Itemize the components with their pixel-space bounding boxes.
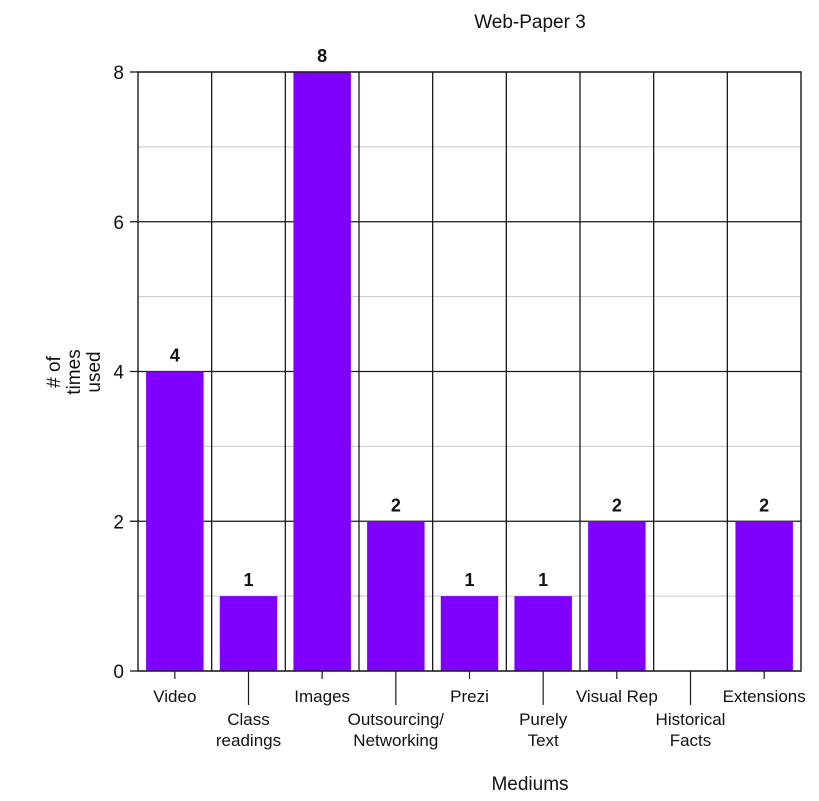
- y-axis-title: # oftimesused: [44, 349, 105, 394]
- x-tick-label: Visual Rep: [576, 687, 658, 706]
- x-tick-labels: Video Class readings Images Outsourcing/Netw…: [153, 687, 806, 750]
- y-tick-label: 0: [113, 662, 124, 683]
- x-tick-label: Images: [294, 687, 350, 706]
- bar: [514, 596, 572, 671]
- y-tick-labels: 0 2 4 6 8: [113, 63, 124, 683]
- bar: [146, 371, 204, 671]
- x-tick-label: Purely Text: [519, 710, 568, 750]
- bar: [440, 596, 499, 671]
- bar: [367, 521, 425, 671]
- x-tick-label: Outsourcing/Networking: [348, 710, 445, 750]
- bar-value-label: 1: [243, 570, 253, 590]
- x-tick-label: Class readings: [216, 710, 281, 750]
- y-tick-label: 8: [113, 63, 124, 84]
- x-tick-label: Video: [153, 687, 196, 706]
- bar: [293, 72, 351, 671]
- x-tick-label: Prezi: [450, 687, 489, 706]
- bars: [146, 72, 793, 671]
- bar: [219, 596, 278, 671]
- bar-value-label: 4: [170, 346, 180, 366]
- bar-value-label: 2: [759, 495, 769, 515]
- y-tick-label: 6: [113, 213, 124, 234]
- x-tick-label: Historical Facts: [656, 710, 726, 750]
- x-axis-title: Mediums: [491, 774, 568, 795]
- axes: [130, 71, 802, 705]
- x-tick-label: Extensions: [723, 687, 806, 706]
- y-tick-label: 4: [113, 363, 124, 384]
- chart-title: Web-Paper 3: [474, 12, 586, 33]
- gridlines: [138, 71, 801, 672]
- bar-value-label: 2: [391, 495, 401, 515]
- bar: [588, 521, 646, 671]
- value-labels: 4 1 8 2 1 1 2 2: [170, 46, 769, 590]
- bar-value-label: 8: [317, 46, 327, 66]
- bar-value-label: 1: [538, 570, 548, 590]
- y-tick-label: 2: [113, 512, 124, 533]
- bar: [735, 521, 793, 671]
- bar-value-label: 1: [464, 570, 474, 590]
- bar-value-label: 2: [612, 495, 622, 515]
